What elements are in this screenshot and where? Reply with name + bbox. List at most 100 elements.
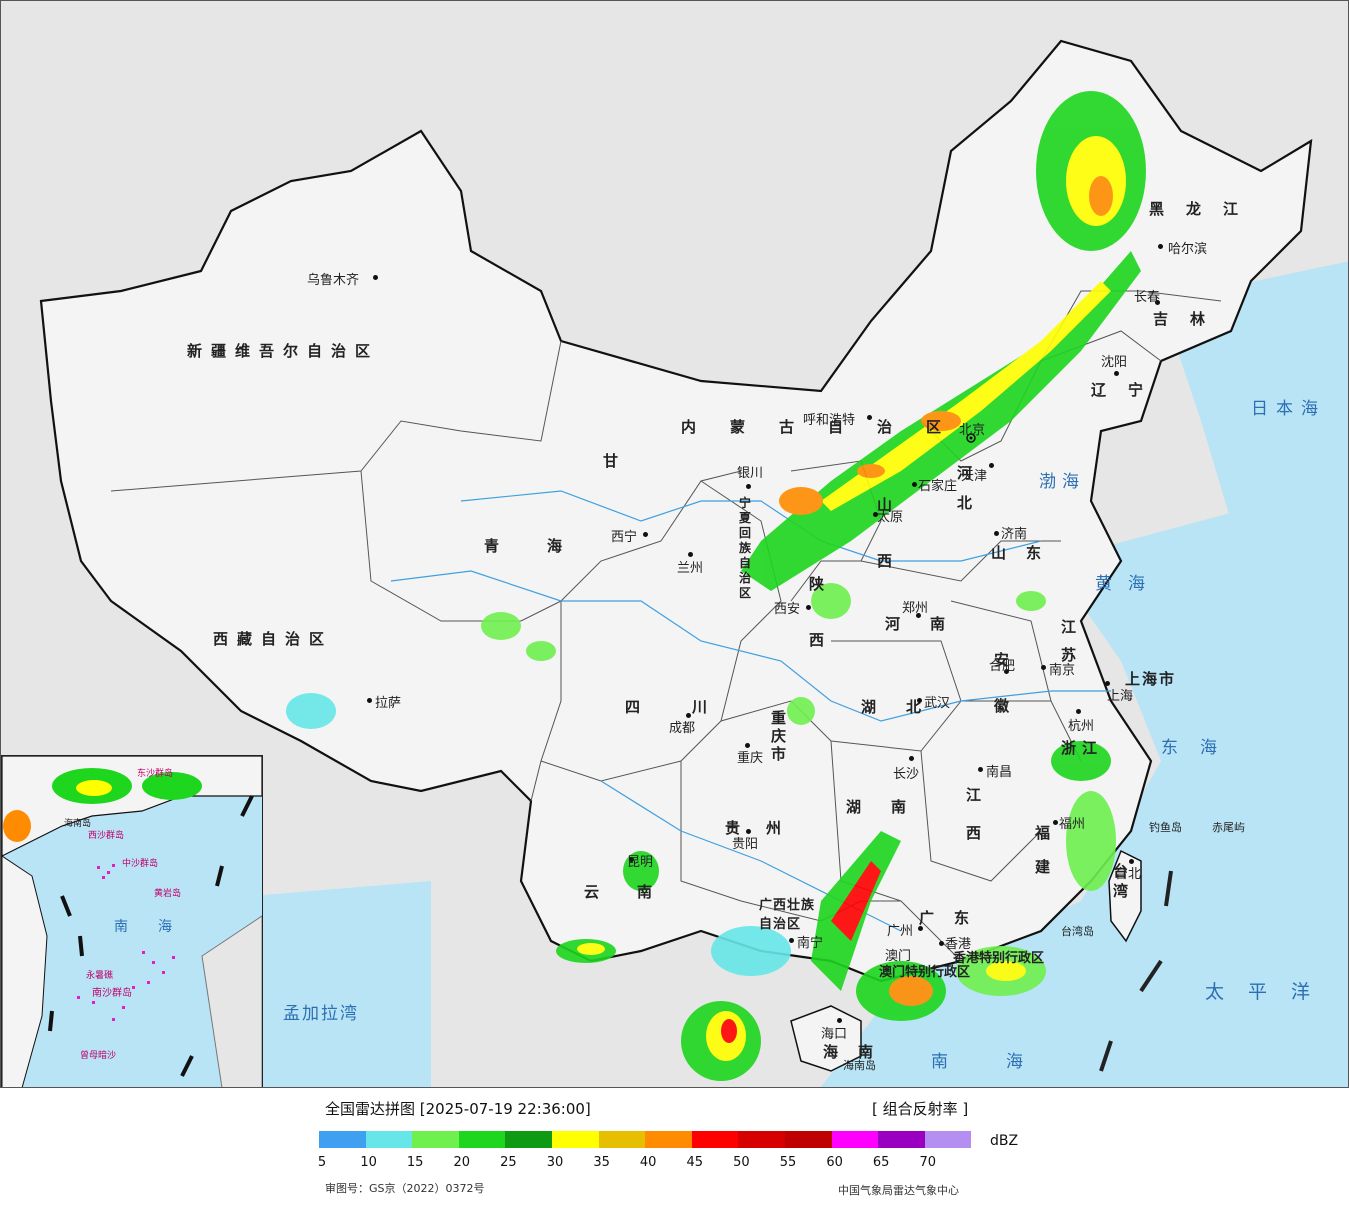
colorbar-swatch (365, 1131, 413, 1148)
island-label: 海南岛 (843, 1059, 876, 1072)
colorbar-tick-label: 20 (453, 1155, 471, 1170)
city-label: 台北 (1115, 867, 1142, 882)
city-label: 上海 (1107, 689, 1134, 704)
city-label: 海口 (821, 1027, 848, 1042)
colorbar-tick-label: 5 (317, 1155, 327, 1170)
city-dot (373, 275, 378, 280)
colorbar-swatch (738, 1131, 785, 1148)
south-china-sea-inset[interactable]: 东沙群岛 西沙群岛 中沙群岛 黄岩岛 南海 永暑礁 南沙群岛 曾母暗沙 海南岛 (1, 755, 263, 1087)
china-land (39, 39, 1313, 983)
city-label: 长春 (1134, 290, 1161, 305)
city-dot (1076, 709, 1081, 714)
maritime-boundary (1099, 870, 1173, 1072)
province-label: 广东 (919, 909, 990, 927)
unit-label: dBZ (990, 1133, 1019, 1149)
city-label: 澳门 (885, 949, 912, 964)
legend-panel: 全国雷达拼图 [2025-07-19 22:36:00] [ 组合反射率 ] d… (0, 1088, 1349, 1208)
province-label: 香港特别行政区 (953, 951, 1045, 966)
sea-label: 太平洋 (1205, 981, 1335, 1003)
colorbar-swatch (412, 1131, 459, 1148)
province-label: 吉林 (1153, 310, 1228, 328)
colorbar-swatch (319, 1131, 366, 1148)
hainan-island (790, 1005, 862, 1072)
city-label: 呼和浩特 (803, 413, 856, 428)
inset-label: 永暑礁 (86, 971, 114, 981)
province-label: 黑龙江 (1149, 200, 1261, 218)
city-label: 杭州 (1068, 719, 1095, 734)
colorbar-swatch (784, 1131, 832, 1148)
city-dot (1105, 681, 1110, 686)
city-label: 贵阳 (732, 837, 759, 852)
province-label: 浙江 (1061, 739, 1104, 757)
province-label: 福建 (1035, 824, 1060, 876)
colorbar-tick-label: 10 (360, 1155, 377, 1170)
inset-label: 中沙群岛 (122, 859, 159, 869)
city-dot (1114, 371, 1119, 376)
sea-label: 黄海 (1095, 574, 1161, 594)
city-label: 南昌 (986, 765, 1013, 780)
city-dot (916, 613, 921, 618)
colorbar-swatch (551, 1131, 599, 1148)
sea-label: 日本海 (1251, 399, 1326, 419)
city-dot (939, 941, 944, 946)
island-label: 赤尾屿 (1212, 821, 1245, 834)
province-label: 湖南 (846, 798, 937, 816)
island-label: 钓鱼岛 (1149, 821, 1182, 834)
colorbar-tick-label: 65 (872, 1155, 890, 1170)
inset-label: 南海 (114, 919, 202, 935)
inset-canvas (2, 756, 262, 1087)
colorbar-tick-label: 40 (639, 1155, 657, 1170)
province-label: 海南 (823, 1043, 894, 1061)
city-label: 乌鲁木齐 (307, 273, 360, 288)
map-canvas (39, 39, 1348, 1087)
colorbar-tick-label: 25 (500, 1155, 517, 1170)
city-label: 南宁 (797, 936, 824, 951)
inset-label: 西沙群岛 (88, 831, 125, 841)
city-label: 昆明 (627, 855, 654, 870)
province-label: 内蒙古自治区 (681, 418, 976, 436)
colorbar-tick-label: 30 (546, 1155, 564, 1170)
city-label: 济南 (1001, 527, 1028, 542)
city-dot (1053, 820, 1058, 825)
island-label: 台湾岛 (1061, 925, 1094, 938)
city-label: 长沙 (893, 767, 920, 782)
legend-title: 全国雷达拼图 [2025-07-19 22:36:00] (325, 1100, 591, 1118)
colorbar-swatch (691, 1131, 739, 1148)
colorbar-tick-label: 70 (919, 1155, 937, 1170)
city-label: 银川 (737, 466, 764, 481)
radar-echoes (286, 91, 1146, 1081)
city-dot (917, 698, 922, 703)
province-label: 新疆维吾尔自治区 (187, 342, 380, 360)
city-dot (688, 552, 693, 557)
city-dot (978, 767, 983, 772)
province-label: 澳门特别行政区 (879, 965, 971, 980)
sea-label: 东海 (1161, 738, 1239, 758)
city-label: 拉萨 (375, 696, 402, 711)
province-label: 江西 (966, 786, 991, 842)
radar-map[interactable]: 新疆维吾尔自治区 西藏自治区 青海 甘 四川 云南 贵州 广西壮族自治区 广东 … (0, 0, 1349, 1088)
city-dot (789, 938, 794, 943)
city-label: 兰州 (677, 561, 704, 576)
colorbar-tick-label: 15 (406, 1155, 424, 1170)
colorbar-tick-label: 60 (826, 1155, 843, 1170)
colorbar-swatch (645, 1131, 692, 1148)
map-approval-number: 审图号：GS京（2022）0372号 (325, 1182, 485, 1195)
sea-label: 南海 (931, 1052, 1081, 1072)
city-label: 香港 (945, 937, 972, 952)
city-dot (1129, 859, 1134, 864)
city-label: 郑州 (902, 601, 929, 616)
city-dot (806, 605, 811, 610)
province-label: 重庆市 (771, 709, 796, 763)
city-label: 福州 (1059, 817, 1086, 832)
city-dot (1041, 665, 1046, 670)
province-label: 甘 (603, 452, 628, 470)
province-label: 江苏 (1061, 618, 1086, 664)
province-label: 四川 (625, 698, 760, 716)
colorbar-tick-label: 50 (733, 1155, 750, 1170)
agency-label: 中国气象局雷达气象中心 (838, 1184, 959, 1197)
colorbar-swatch (505, 1131, 552, 1148)
city-dot (873, 512, 878, 517)
city-label: 武汉 (924, 696, 951, 711)
city-dot (989, 463, 994, 468)
city-dot (746, 829, 751, 834)
